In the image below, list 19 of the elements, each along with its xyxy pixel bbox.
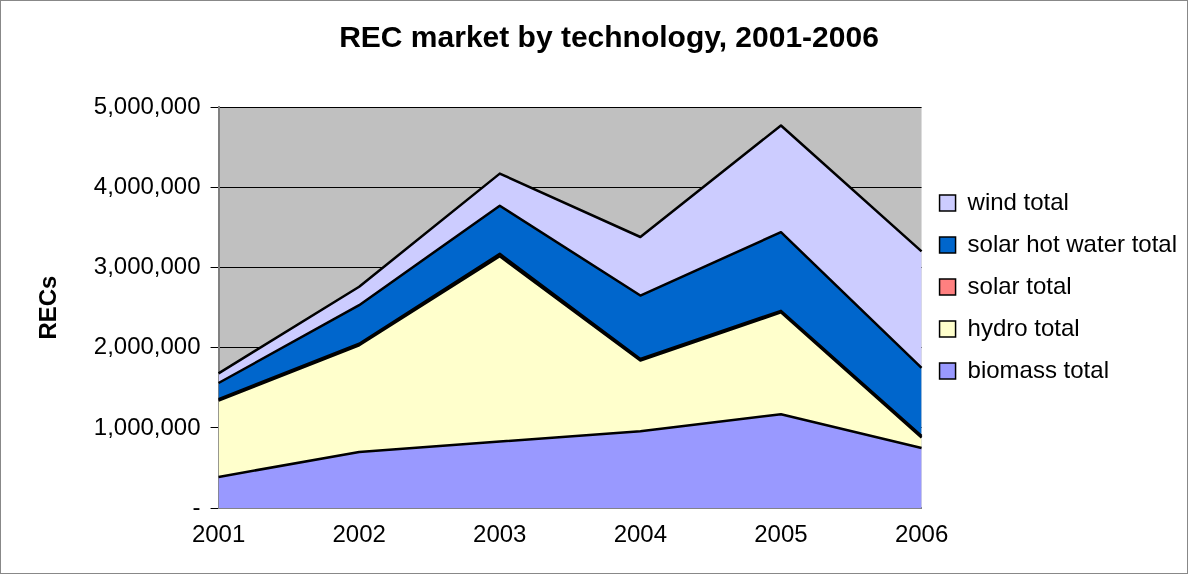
x-tick-label: 2006 xyxy=(894,520,949,548)
legend-label: solar total xyxy=(967,271,1072,299)
legend-label: solar hot water total xyxy=(967,229,1177,257)
x-tick-label: 2005 xyxy=(754,520,808,548)
x-tick-label: 2003 xyxy=(473,520,527,548)
legend-label: biomass total xyxy=(967,355,1109,383)
x-tick-label: 2002 xyxy=(332,520,386,548)
y-tick-label: - xyxy=(192,492,201,520)
y-tick-label: 5,000,000 xyxy=(93,91,201,119)
y-tick-label: 2,000,000 xyxy=(93,332,201,360)
chart-title: REC market by technology, 2001-2006 xyxy=(339,20,879,54)
x-tick-label: 2004 xyxy=(613,520,668,548)
y-tick-label: 3,000,000 xyxy=(93,252,201,280)
y-tick-label: 4,000,000 xyxy=(93,171,201,199)
y-axis-title: RECs xyxy=(34,275,62,340)
x-tick-label: 2001 xyxy=(191,520,246,548)
y-tick-label: 1,000,000 xyxy=(93,412,201,440)
legend-label: wind total xyxy=(966,187,1069,215)
legend-label: hydro total xyxy=(967,313,1080,341)
